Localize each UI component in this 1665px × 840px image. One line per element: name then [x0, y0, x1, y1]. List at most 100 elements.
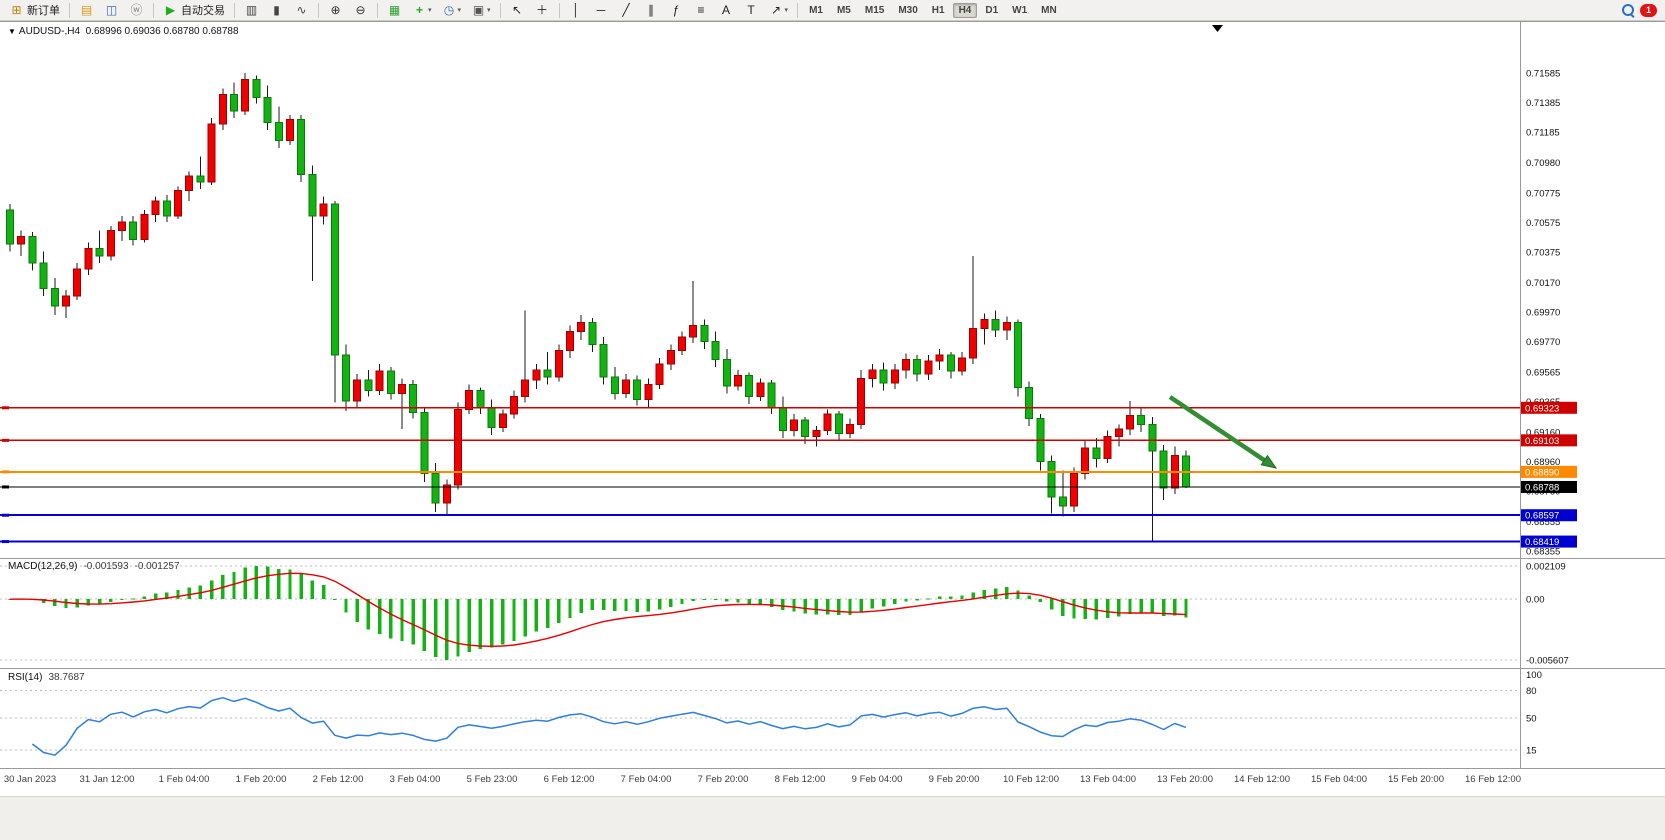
- svg-text:0.00: 0.00: [1526, 595, 1545, 606]
- timeframe-mn-button[interactable]: MN: [1041, 4, 1057, 16]
- trendline-icon: ╱: [622, 2, 630, 17]
- terminal-button[interactable]: ⓦ: [125, 0, 148, 20]
- horizontal-line-icon: ─: [596, 2, 606, 17]
- new-order-button-label: 新订单: [27, 5, 60, 17]
- trend-arrow-annotation[interactable]: [1168, 395, 1278, 469]
- arrows-button[interactable]: ↗ ▾: [765, 0, 793, 20]
- rsi-line: [31, 696, 1187, 756]
- svg-text:0.68960: 0.68960: [1526, 457, 1560, 468]
- hline-0.68597[interactable]: 0.68597: [0, 509, 1577, 522]
- timeframe-d1-button[interactable]: D1: [985, 4, 999, 16]
- svg-text:0.70575: 0.70575: [1526, 218, 1560, 229]
- timeframe-w1-button[interactable]: W1: [1012, 4, 1028, 16]
- time-axis-label: 2 Feb 12:00: [312, 774, 364, 785]
- line-chart-button[interactable]: ∿: [290, 0, 313, 20]
- svg-text:0.69323: 0.69323: [1525, 403, 1559, 414]
- time-axis-label: 5 Feb 23:00: [466, 774, 518, 785]
- time-axis[interactable]: 30 Jan 2023 31 Jan 12:00 1 Feb 04:00 1 Feb …: [0, 768, 1665, 797]
- svg-text:0.70980: 0.70980: [1526, 158, 1560, 169]
- periods-button[interactable]: ◷ ▾: [438, 0, 466, 20]
- timeframe-m15-button[interactable]: M15: [864, 4, 885, 16]
- chart-shift-marker-icon[interactable]: [1212, 25, 1223, 32]
- toolbar-separator: [153, 2, 154, 18]
- chevron-down-icon: ▾: [457, 7, 462, 14]
- main-toolbar: ⊞ 新订单 ▤ ◫ ⓦ ▶ 自动交易 ▥ ▮ ∿ ⊕ ⊖ ▦ + ▾ ◷ ▾ ▣ ▾ ↖ ＋ │ ─ ╱ ∥ ƒ ≡ A T ↗ ▾ M1 M5…: [0, 0, 1665, 21]
- timeframe-h4-button[interactable]: H4: [952, 2, 978, 18]
- time-axis-label: 16 Feb 12:00: [1465, 774, 1521, 785]
- macd-histogram: [8, 566, 1188, 660]
- market-watch-icon: ▤: [80, 2, 93, 17]
- zoom-out-button[interactable]: ⊖: [349, 0, 372, 20]
- price-tag-0.69103: [1521, 434, 1577, 447]
- notification-badge[interactable]: 1: [1640, 3, 1657, 17]
- timeframe-m1-button[interactable]: M1: [809, 4, 823, 16]
- price-tag-0.68597: [1521, 509, 1577, 522]
- bar-chart-icon: ▥: [245, 2, 258, 17]
- window-bottom-area: [0, 796, 1665, 840]
- bar-chart-button[interactable]: ▥: [240, 0, 263, 20]
- timeframe-m5-button[interactable]: M5: [836, 4, 851, 16]
- terminal-icon: ⓦ: [130, 2, 143, 17]
- toolbar-separator: [797, 2, 799, 18]
- navigator-button[interactable]: ◫: [100, 0, 123, 20]
- time-axis-label: 13 Feb 20:00: [1157, 774, 1213, 785]
- timeframe-m30-button[interactable]: M30: [898, 4, 918, 16]
- svg-text:0.68890: 0.68890: [1525, 467, 1559, 478]
- shapes-icon: ≡: [697, 2, 705, 17]
- rsi-panel: 100 80 50 15: [0, 668, 1665, 768]
- hline-0.68890[interactable]: 0.68890: [0, 465, 1577, 479]
- toolbar-separator: [499, 2, 501, 18]
- hline-0.69323[interactable]: 0.69323: [0, 401, 1577, 415]
- svg-text:15: 15: [1526, 746, 1537, 757]
- hline-0.69103[interactable]: 0.69103: [0, 434, 1577, 447]
- shapes-button[interactable]: ≡: [690, 0, 713, 20]
- price-axis[interactable]: 0.71585 0.71385 0.71185 0.70980 0.70775 0.705…: [1526, 69, 1560, 558]
- current-price-line[interactable]: 0.68788: [0, 480, 1577, 494]
- cursor-button[interactable]: ↖: [506, 0, 529, 20]
- horizontal-line-button[interactable]: ─: [590, 0, 613, 20]
- fibonacci-button[interactable]: ƒ: [665, 0, 688, 20]
- navigator-icon: ◫: [105, 2, 118, 17]
- macd-signal-line: [9, 572, 1187, 648]
- time-axis-label: 15 Feb 20:00: [1388, 774, 1444, 785]
- text-button[interactable]: A: [715, 0, 738, 20]
- crosshair-button[interactable]: ＋: [531, 0, 554, 20]
- trendline-button[interactable]: ╱: [615, 0, 638, 20]
- hline-0.68419[interactable]: 0.68419: [0, 535, 1577, 549]
- search-icon[interactable]: [1622, 4, 1634, 16]
- svg-text:0.69970: 0.69970: [1526, 308, 1560, 319]
- autotrading-button-label: 自动交易: [181, 5, 225, 17]
- line-chart-icon: ∿: [296, 2, 307, 17]
- svg-text:-0.005607: -0.005607: [1526, 656, 1569, 667]
- candlestick-chart-button[interactable]: ▮: [265, 0, 288, 20]
- new-order-button[interactable]: ⊞ 新订单: [5, 0, 64, 20]
- chevron-down-icon: ▾: [487, 7, 491, 14]
- arrow-tool-icon: ↗: [771, 2, 782, 17]
- zoom-in-button[interactable]: ⊕: [324, 0, 347, 20]
- svg-text:80: 80: [1526, 686, 1537, 697]
- time-axis-label: 31 Jan 12:00: [79, 774, 135, 785]
- time-axis-label: 7 Feb 20:00: [697, 774, 749, 785]
- svg-text:0.70375: 0.70375: [1526, 248, 1560, 259]
- label-button[interactable]: T: [740, 0, 763, 20]
- time-axis-label: 9 Feb 20:00: [928, 774, 980, 785]
- time-axis-label: 14 Feb 12:00: [1234, 774, 1290, 785]
- tile-windows-button[interactable]: ▦: [383, 0, 406, 20]
- autotrading-button[interactable]: ▶ 自动交易: [159, 0, 229, 20]
- indicators-add-icon: +: [415, 2, 423, 17]
- channel-button[interactable]: ∥: [640, 0, 663, 20]
- svg-text:0.68355: 0.68355: [1526, 547, 1560, 558]
- time-axis-label: 9 Feb 04:00: [851, 774, 903, 785]
- vertical-line-button[interactable]: │: [565, 0, 588, 20]
- market-watch-button[interactable]: ▤: [75, 0, 98, 20]
- templates-button[interactable]: ▣ ▾: [467, 0, 495, 20]
- template-icon: ▣: [472, 2, 485, 17]
- channel-icon: ∥: [648, 2, 655, 17]
- svg-text:0.002109: 0.002109: [1526, 562, 1566, 573]
- svg-text:0.69565: 0.69565: [1526, 367, 1560, 378]
- macd-panel: 0.002109 0.00 -0.005607: [0, 558, 1665, 668]
- timeframe-h1-button[interactable]: H1: [931, 4, 945, 16]
- svg-text:0.69770: 0.69770: [1526, 337, 1560, 348]
- indicators-button[interactable]: + ▾: [408, 0, 436, 20]
- toolbar-separator: [377, 2, 378, 18]
